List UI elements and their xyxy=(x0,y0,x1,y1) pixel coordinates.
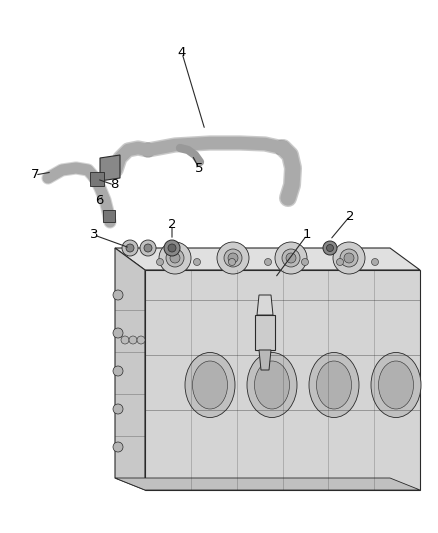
Circle shape xyxy=(194,259,201,265)
Text: 6: 6 xyxy=(95,193,103,206)
Circle shape xyxy=(113,404,123,414)
Ellipse shape xyxy=(309,352,359,417)
Ellipse shape xyxy=(185,352,235,417)
Ellipse shape xyxy=(247,352,297,417)
Circle shape xyxy=(371,259,378,265)
Circle shape xyxy=(126,244,134,252)
Circle shape xyxy=(113,366,123,376)
Text: 2: 2 xyxy=(168,219,176,231)
Circle shape xyxy=(170,253,180,263)
Circle shape xyxy=(275,242,307,274)
Circle shape xyxy=(129,336,137,344)
Circle shape xyxy=(265,259,272,265)
Circle shape xyxy=(113,328,123,338)
Circle shape xyxy=(159,242,191,274)
Text: 4: 4 xyxy=(178,46,186,60)
Text: 1: 1 xyxy=(303,229,311,241)
Polygon shape xyxy=(257,295,273,315)
Ellipse shape xyxy=(317,361,352,409)
Circle shape xyxy=(122,240,138,256)
Polygon shape xyxy=(115,478,420,490)
Polygon shape xyxy=(115,248,420,270)
Circle shape xyxy=(166,249,184,267)
Circle shape xyxy=(323,241,337,255)
Circle shape xyxy=(217,242,249,274)
Bar xyxy=(103,210,115,222)
Circle shape xyxy=(333,242,365,274)
Text: 3: 3 xyxy=(90,229,98,241)
Circle shape xyxy=(156,259,163,265)
Circle shape xyxy=(326,245,333,252)
Text: 8: 8 xyxy=(110,179,118,191)
Text: 5: 5 xyxy=(195,161,203,174)
Text: 2: 2 xyxy=(346,209,354,222)
Circle shape xyxy=(336,259,343,265)
Polygon shape xyxy=(145,270,420,490)
Polygon shape xyxy=(259,350,271,370)
Circle shape xyxy=(137,336,145,344)
Ellipse shape xyxy=(378,361,413,409)
Circle shape xyxy=(121,336,129,344)
Circle shape xyxy=(168,244,176,252)
Circle shape xyxy=(164,240,180,256)
Polygon shape xyxy=(115,248,145,490)
Circle shape xyxy=(340,249,358,267)
Text: 7: 7 xyxy=(31,168,39,182)
Bar xyxy=(90,172,104,186)
Circle shape xyxy=(113,442,123,452)
Circle shape xyxy=(282,249,300,267)
Ellipse shape xyxy=(254,361,290,409)
Ellipse shape xyxy=(192,361,227,409)
Ellipse shape xyxy=(371,352,421,417)
Circle shape xyxy=(113,290,123,300)
Circle shape xyxy=(144,244,152,252)
Circle shape xyxy=(286,253,296,263)
Circle shape xyxy=(229,259,236,265)
Circle shape xyxy=(301,259,308,265)
Polygon shape xyxy=(100,155,120,181)
Circle shape xyxy=(140,240,156,256)
Circle shape xyxy=(224,249,242,267)
Circle shape xyxy=(228,253,238,263)
Circle shape xyxy=(344,253,354,263)
Polygon shape xyxy=(255,315,275,350)
